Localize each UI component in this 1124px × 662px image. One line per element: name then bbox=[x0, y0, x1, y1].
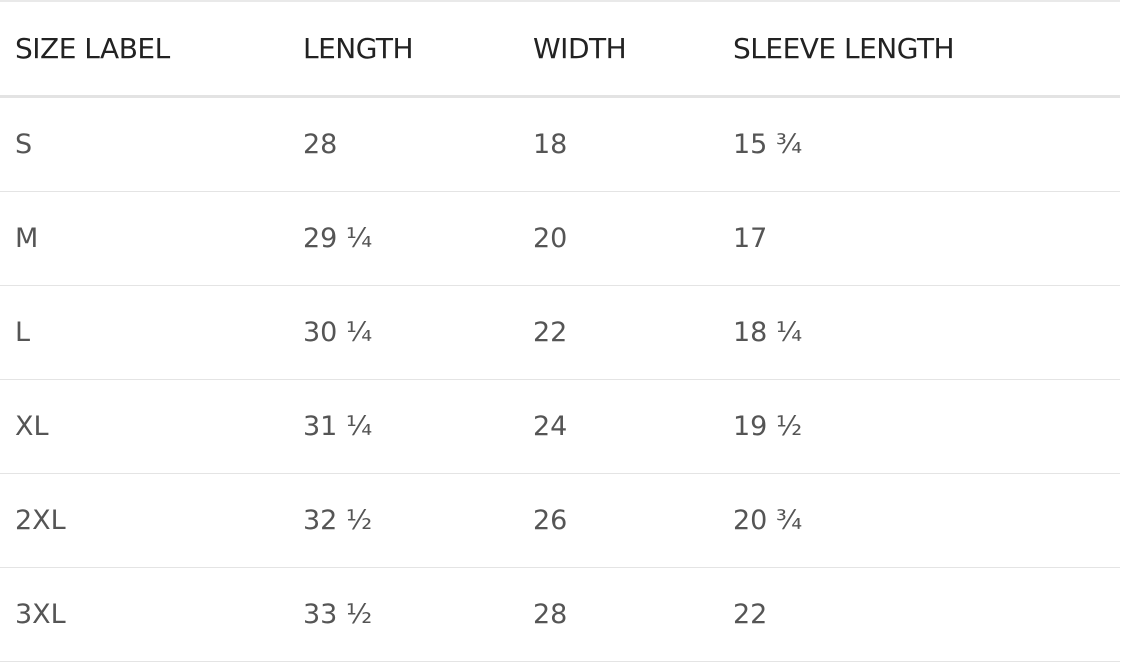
cell-width: 22 bbox=[533, 317, 568, 348]
table-row: S 28 18 15 ¾ bbox=[0, 98, 1120, 192]
cell-length: 31 ¼ bbox=[303, 411, 373, 442]
cell-sleeve-length: 15 ¾ bbox=[733, 129, 803, 160]
cell-width: 20 bbox=[533, 223, 568, 254]
cell-length: 33 ½ bbox=[303, 599, 373, 630]
header-length: LENGTH bbox=[303, 32, 414, 65]
header-sleeve-length: SLEEVE LENGTH bbox=[733, 32, 955, 65]
table-row: 2XL 32 ½ 26 20 ¾ bbox=[0, 474, 1120, 568]
cell-sleeve-length: 18 ¼ bbox=[733, 317, 803, 348]
cell-size-label: 2XL bbox=[15, 505, 66, 536]
cell-sleeve-length: 20 ¾ bbox=[733, 505, 803, 536]
cell-width: 18 bbox=[533, 129, 568, 160]
cell-width: 26 bbox=[533, 505, 568, 536]
table-row: M 29 ¼ 20 17 bbox=[0, 192, 1120, 286]
table-row: XL 31 ¼ 24 19 ½ bbox=[0, 380, 1120, 474]
cell-size-label: S bbox=[15, 129, 33, 160]
header-width: WIDTH bbox=[533, 32, 627, 65]
cell-size-label: 3XL bbox=[15, 599, 66, 630]
cell-size-label: L bbox=[15, 317, 31, 348]
table-top-divider bbox=[0, 0, 1120, 2]
cell-length: 28 bbox=[303, 129, 338, 160]
table-row: L 30 ¼ 22 18 ¼ bbox=[0, 286, 1120, 380]
cell-sleeve-length: 22 bbox=[733, 599, 768, 630]
cell-width: 24 bbox=[533, 411, 568, 442]
cell-size-label: M bbox=[15, 223, 39, 254]
cell-sleeve-length: 19 ½ bbox=[733, 411, 803, 442]
cell-length: 32 ½ bbox=[303, 505, 373, 536]
header-size-label: SIZE LABEL bbox=[15, 32, 170, 65]
table-row: 3XL 33 ½ 28 22 bbox=[0, 568, 1120, 662]
table-header-row: SIZE LABEL LENGTH WIDTH SLEEVE LENGTH bbox=[0, 2, 1120, 98]
cell-length: 29 ¼ bbox=[303, 223, 373, 254]
cell-length: 30 ¼ bbox=[303, 317, 373, 348]
cell-width: 28 bbox=[533, 599, 568, 630]
cell-size-label: XL bbox=[15, 411, 49, 442]
cell-sleeve-length: 17 bbox=[733, 223, 768, 254]
